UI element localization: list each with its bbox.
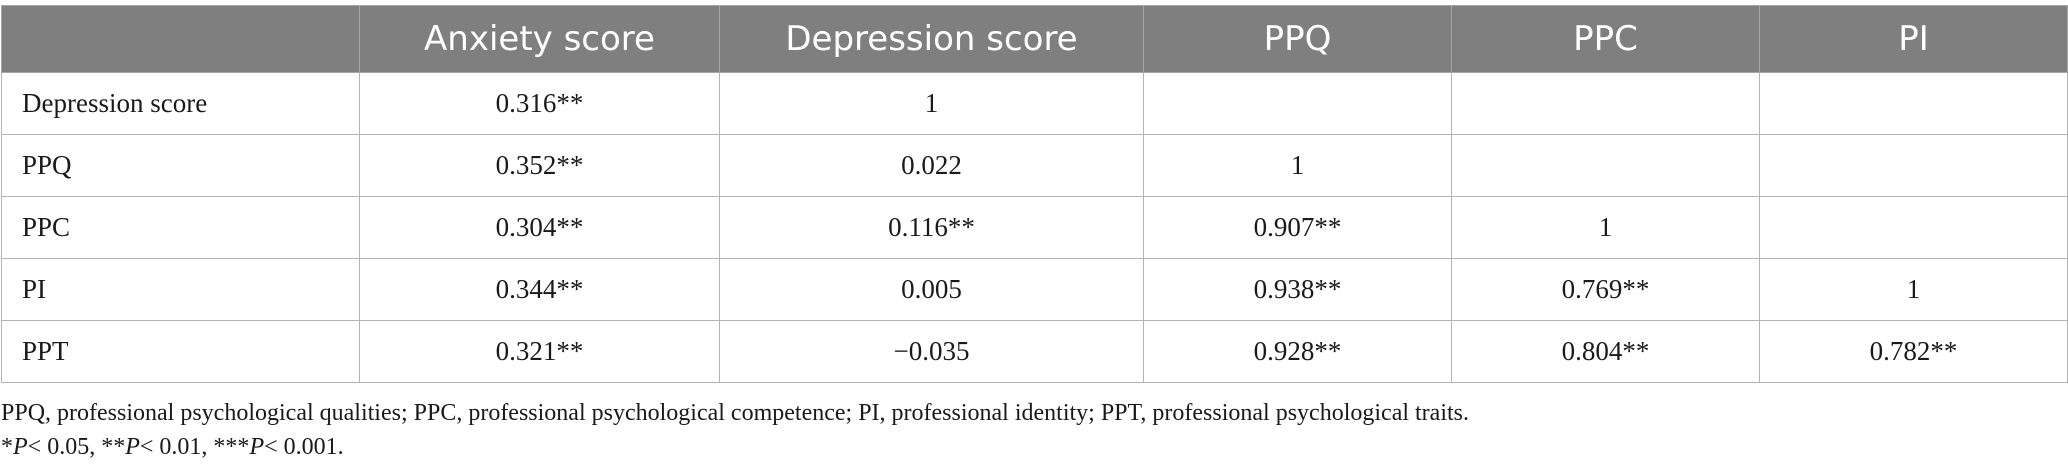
table-row: Depression score 0.316** 1: [1, 72, 2068, 135]
header-cell-anxiety-score: Anxiety score: [359, 5, 720, 73]
row-label: Depression score: [1, 72, 360, 135]
table-cell: 0.316**: [359, 72, 720, 135]
table-cell: [1759, 196, 2068, 259]
sig-threshold-1: < 0.05, **: [27, 434, 126, 460]
correlation-table-container: Anxiety score Depression score PPQ PPC P…: [0, 5, 2068, 383]
correlation-table: Anxiety score Depression score PPQ PPC P…: [1, 5, 2068, 383]
p-symbol: P: [249, 434, 265, 460]
table-cell: 0.769**: [1451, 258, 1760, 321]
table-cell: 0.022: [719, 134, 1144, 197]
table-cell: 0.116**: [719, 196, 1144, 259]
abbreviations-note: PPQ, professional psychological qualitie…: [1, 400, 1469, 426]
table-row: PPT 0.321** −0.035 0.928** 0.804** 0.782…: [1, 320, 2068, 383]
significance-note: *P< 0.05, **P< 0.01, ***P< 0.001.: [1, 431, 1469, 463]
header-cell-ppq: PPQ: [1143, 5, 1452, 73]
table-cell: 1: [719, 72, 1144, 135]
table-row: PPQ 0.352** 0.022 1: [1, 134, 2068, 197]
table-cell: 1: [1143, 134, 1452, 197]
table-cell: 0.344**: [359, 258, 720, 321]
sig-threshold-2: < 0.01, ***: [139, 434, 250, 460]
table-cell: [1143, 72, 1452, 135]
row-label: PPT: [1, 320, 360, 383]
header-cell-depression-score: Depression score: [719, 5, 1144, 73]
table-header: Anxiety score Depression score PPQ PPC P…: [1, 5, 2068, 73]
table-body: Depression score 0.316** 1 PPQ 0.352** 0…: [1, 72, 2068, 383]
sig-star-1: *: [1, 434, 13, 460]
row-label: PPC: [1, 196, 360, 259]
header-cell-pi: PI: [1759, 5, 2068, 73]
table-cell: [1759, 72, 2068, 135]
header-row: Anxiety score Depression score PPQ PPC P…: [1, 5, 2068, 73]
table-cell: 0.938**: [1143, 258, 1452, 321]
row-label: PI: [1, 258, 360, 321]
row-label: PPQ: [1, 134, 360, 197]
table-cell: 0.928**: [1143, 320, 1452, 383]
table-cell: 0.804**: [1451, 320, 1760, 383]
table-cell: −0.035: [719, 320, 1144, 383]
table-cell: [1451, 72, 1760, 135]
table-row: PPC 0.304** 0.116** 0.907** 1: [1, 196, 2068, 259]
table-cell: 1: [1451, 196, 1760, 259]
table-footnotes: PPQ, professional psychological qualitie…: [1, 397, 1469, 463]
table-cell: 0.907**: [1143, 196, 1452, 259]
header-cell-ppc: PPC: [1451, 5, 1760, 73]
sig-threshold-3: < 0.001.: [264, 434, 344, 460]
table-row: PI 0.344** 0.005 0.938** 0.769** 1: [1, 258, 2068, 321]
table-cell: [1451, 134, 1760, 197]
table-cell: 0.782**: [1759, 320, 2068, 383]
p-symbol: P: [125, 434, 140, 460]
table-cell: 0.005: [719, 258, 1144, 321]
table-cell: 1: [1759, 258, 2068, 321]
table-cell: 0.304**: [359, 196, 720, 259]
table-cell: 0.352**: [359, 134, 720, 197]
table-cell: 0.321**: [359, 320, 720, 383]
p-symbol: P: [13, 434, 28, 460]
header-cell-corner: [1, 5, 360, 73]
table-cell: [1759, 134, 2068, 197]
